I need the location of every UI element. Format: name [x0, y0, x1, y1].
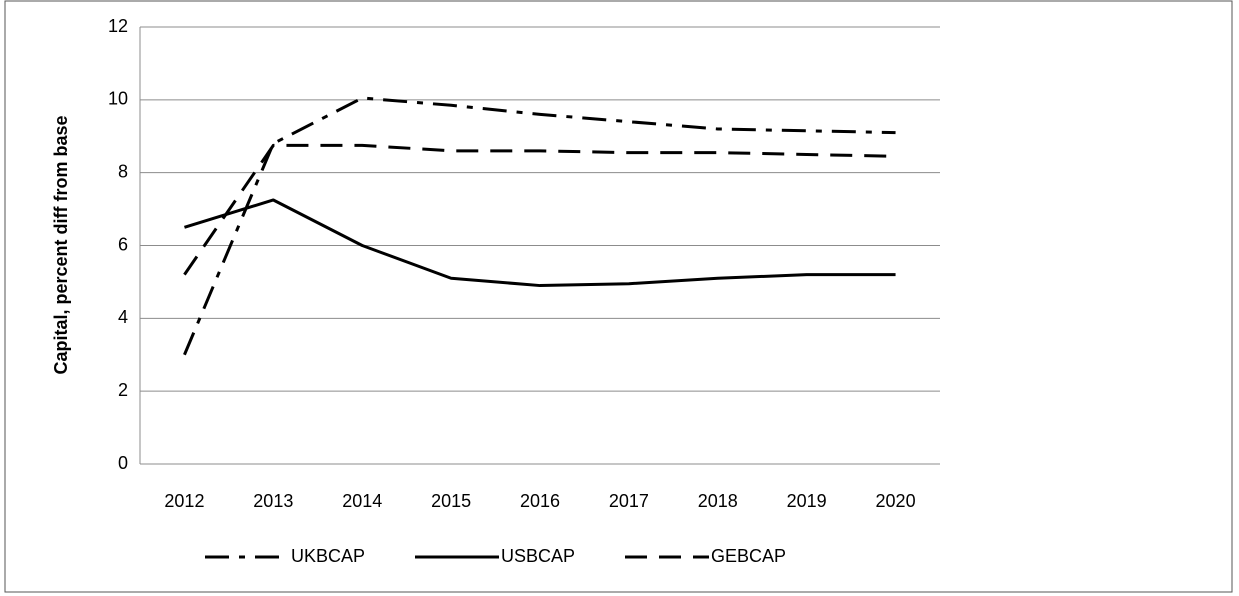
y-tick-label: 12: [108, 16, 128, 36]
x-tick-label: 2014: [342, 491, 382, 511]
x-tick-label: 2016: [520, 491, 560, 511]
y-tick-label: 4: [118, 307, 128, 327]
x-tick-label: 2015: [431, 491, 471, 511]
y-tick-label: 6: [118, 234, 128, 254]
y-tick-label: 2: [118, 380, 128, 400]
line-series: [184, 198, 896, 288]
y-tick-label: 10: [108, 89, 128, 109]
x-tick-label: 2017: [609, 491, 649, 511]
x-tick-label: 2019: [787, 491, 827, 511]
line-series: [183, 96, 896, 356]
legend-label: GEBCAP: [711, 546, 786, 566]
x-tick-label: 2012: [164, 491, 204, 511]
y-tick-label: 8: [118, 161, 128, 181]
legend-label: UKBCAP: [291, 546, 365, 566]
x-tick-label: 2018: [698, 491, 738, 511]
x-tick-label: 2020: [876, 491, 916, 511]
x-tick-label: 2013: [253, 491, 293, 511]
y-tick-label: 0: [118, 453, 128, 473]
legend-label: USBCAP: [501, 546, 575, 566]
line-series: [183, 143, 896, 276]
y-axis-label: Capital, percent diff from base: [51, 115, 71, 374]
